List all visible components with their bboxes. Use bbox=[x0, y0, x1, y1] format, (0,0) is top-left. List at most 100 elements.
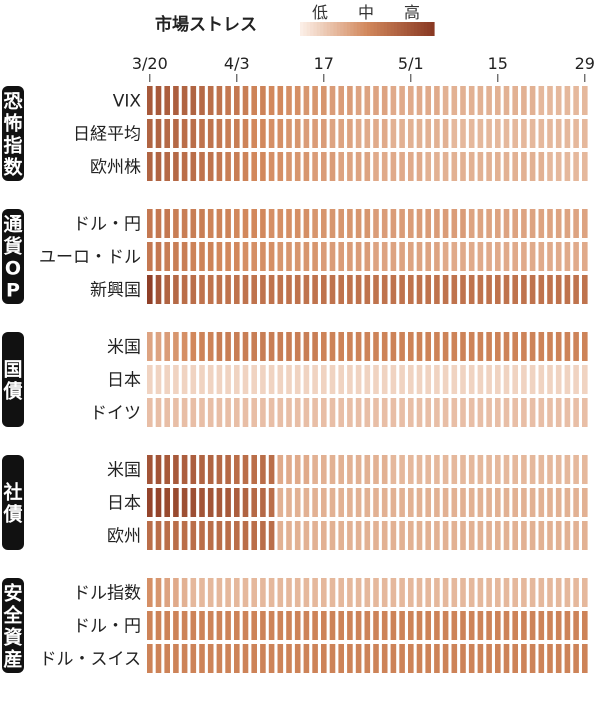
heat-cell bbox=[294, 275, 301, 304]
legend-swatch bbox=[400, 22, 405, 36]
heat-cell bbox=[321, 611, 327, 640]
heat-cell bbox=[564, 611, 571, 640]
heat-cell bbox=[225, 611, 231, 640]
heat-cell bbox=[199, 209, 205, 238]
heat-cell bbox=[408, 86, 414, 115]
heat-cell bbox=[199, 332, 205, 361]
heat-cell bbox=[512, 611, 518, 640]
heat-cell bbox=[521, 332, 527, 361]
heat-cell bbox=[312, 521, 318, 550]
heat-cell bbox=[312, 152, 318, 181]
heat-cell bbox=[234, 119, 240, 148]
legend-swatch bbox=[346, 22, 351, 36]
heat-cell bbox=[207, 644, 214, 673]
legend-swatch bbox=[420, 22, 425, 36]
heat-cell bbox=[468, 521, 475, 550]
heat-cell bbox=[286, 455, 292, 484]
row-label: ユーロ・ドル bbox=[39, 248, 141, 268]
heat-cell bbox=[425, 86, 431, 115]
heat-cell bbox=[425, 578, 431, 607]
heat-cell bbox=[529, 611, 536, 640]
heat-cell bbox=[225, 578, 231, 607]
heat-cell bbox=[381, 152, 388, 181]
legend-gradient bbox=[300, 22, 435, 36]
heat-cell bbox=[529, 365, 536, 394]
heat-cell bbox=[234, 398, 240, 427]
heat-cell bbox=[190, 644, 197, 673]
heat-cell bbox=[181, 398, 188, 427]
heat-cell bbox=[286, 611, 292, 640]
heat-cell bbox=[460, 332, 466, 361]
legend-swatch bbox=[377, 22, 381, 36]
heat-cell bbox=[442, 86, 449, 115]
heat-cell bbox=[347, 521, 353, 550]
heat-cell bbox=[416, 578, 423, 607]
heat-cell bbox=[555, 455, 562, 484]
heat-cell bbox=[277, 152, 284, 181]
heat-cell bbox=[277, 242, 284, 271]
heat-cell bbox=[477, 578, 484, 607]
heat-cell bbox=[286, 521, 292, 550]
heat-cell bbox=[468, 209, 475, 238]
heat-cell bbox=[364, 119, 371, 148]
heat-cell bbox=[381, 119, 388, 148]
heat-cell bbox=[147, 209, 153, 238]
heat-cell bbox=[355, 398, 362, 427]
heat-cell bbox=[207, 119, 214, 148]
legend-swatch bbox=[397, 22, 402, 36]
heat-cell bbox=[477, 209, 484, 238]
heat-cell bbox=[486, 578, 492, 607]
heat-cell bbox=[321, 455, 327, 484]
heat-cell bbox=[381, 488, 388, 517]
heat-cell bbox=[408, 398, 414, 427]
heat-cell bbox=[468, 398, 475, 427]
heat-cell bbox=[408, 332, 414, 361]
heat-cell bbox=[242, 455, 249, 484]
heat-cell bbox=[495, 488, 501, 517]
heat-cell bbox=[477, 365, 484, 394]
heat-cell bbox=[303, 365, 310, 394]
heat-cell bbox=[329, 455, 336, 484]
heat-cell bbox=[199, 578, 205, 607]
heat-cell bbox=[173, 611, 179, 640]
heat-cell bbox=[338, 242, 344, 271]
heat-cell bbox=[468, 611, 475, 640]
row-label: ドル指数 bbox=[73, 584, 141, 604]
heat-cell bbox=[251, 86, 257, 115]
heat-cell bbox=[303, 86, 310, 115]
heat-cell bbox=[390, 209, 397, 238]
heat-cell bbox=[434, 119, 440, 148]
heat-cell bbox=[573, 86, 579, 115]
legend-swatch bbox=[360, 22, 365, 36]
heat-cell bbox=[181, 365, 188, 394]
heat-cell bbox=[451, 521, 458, 550]
legend-swatch bbox=[387, 22, 392, 36]
heat-cell bbox=[303, 455, 310, 484]
heat-cell bbox=[294, 152, 301, 181]
group-label: 通貨 O P bbox=[3, 214, 23, 302]
heat-cell bbox=[451, 332, 458, 361]
heat-cell bbox=[503, 455, 510, 484]
heat-cell bbox=[268, 611, 275, 640]
heat-cell bbox=[147, 611, 153, 640]
heat-cell bbox=[486, 209, 492, 238]
heat-cell bbox=[399, 119, 405, 148]
heat-cell bbox=[364, 455, 371, 484]
heat-cell bbox=[573, 119, 579, 148]
heat-cell bbox=[155, 119, 162, 148]
heat-cell bbox=[338, 152, 344, 181]
heat-cell bbox=[521, 275, 527, 304]
heat-cell bbox=[260, 275, 266, 304]
heat-cell bbox=[312, 611, 318, 640]
heat-cell bbox=[225, 488, 231, 517]
heat-cell bbox=[373, 275, 379, 304]
heat-cell bbox=[251, 578, 257, 607]
heat-cell bbox=[364, 275, 371, 304]
heat-cell bbox=[468, 119, 475, 148]
heat-cell bbox=[225, 644, 231, 673]
heat-cell bbox=[312, 488, 318, 517]
heat-cell bbox=[408, 242, 414, 271]
heat-cell bbox=[355, 152, 362, 181]
heat-cell bbox=[468, 332, 475, 361]
